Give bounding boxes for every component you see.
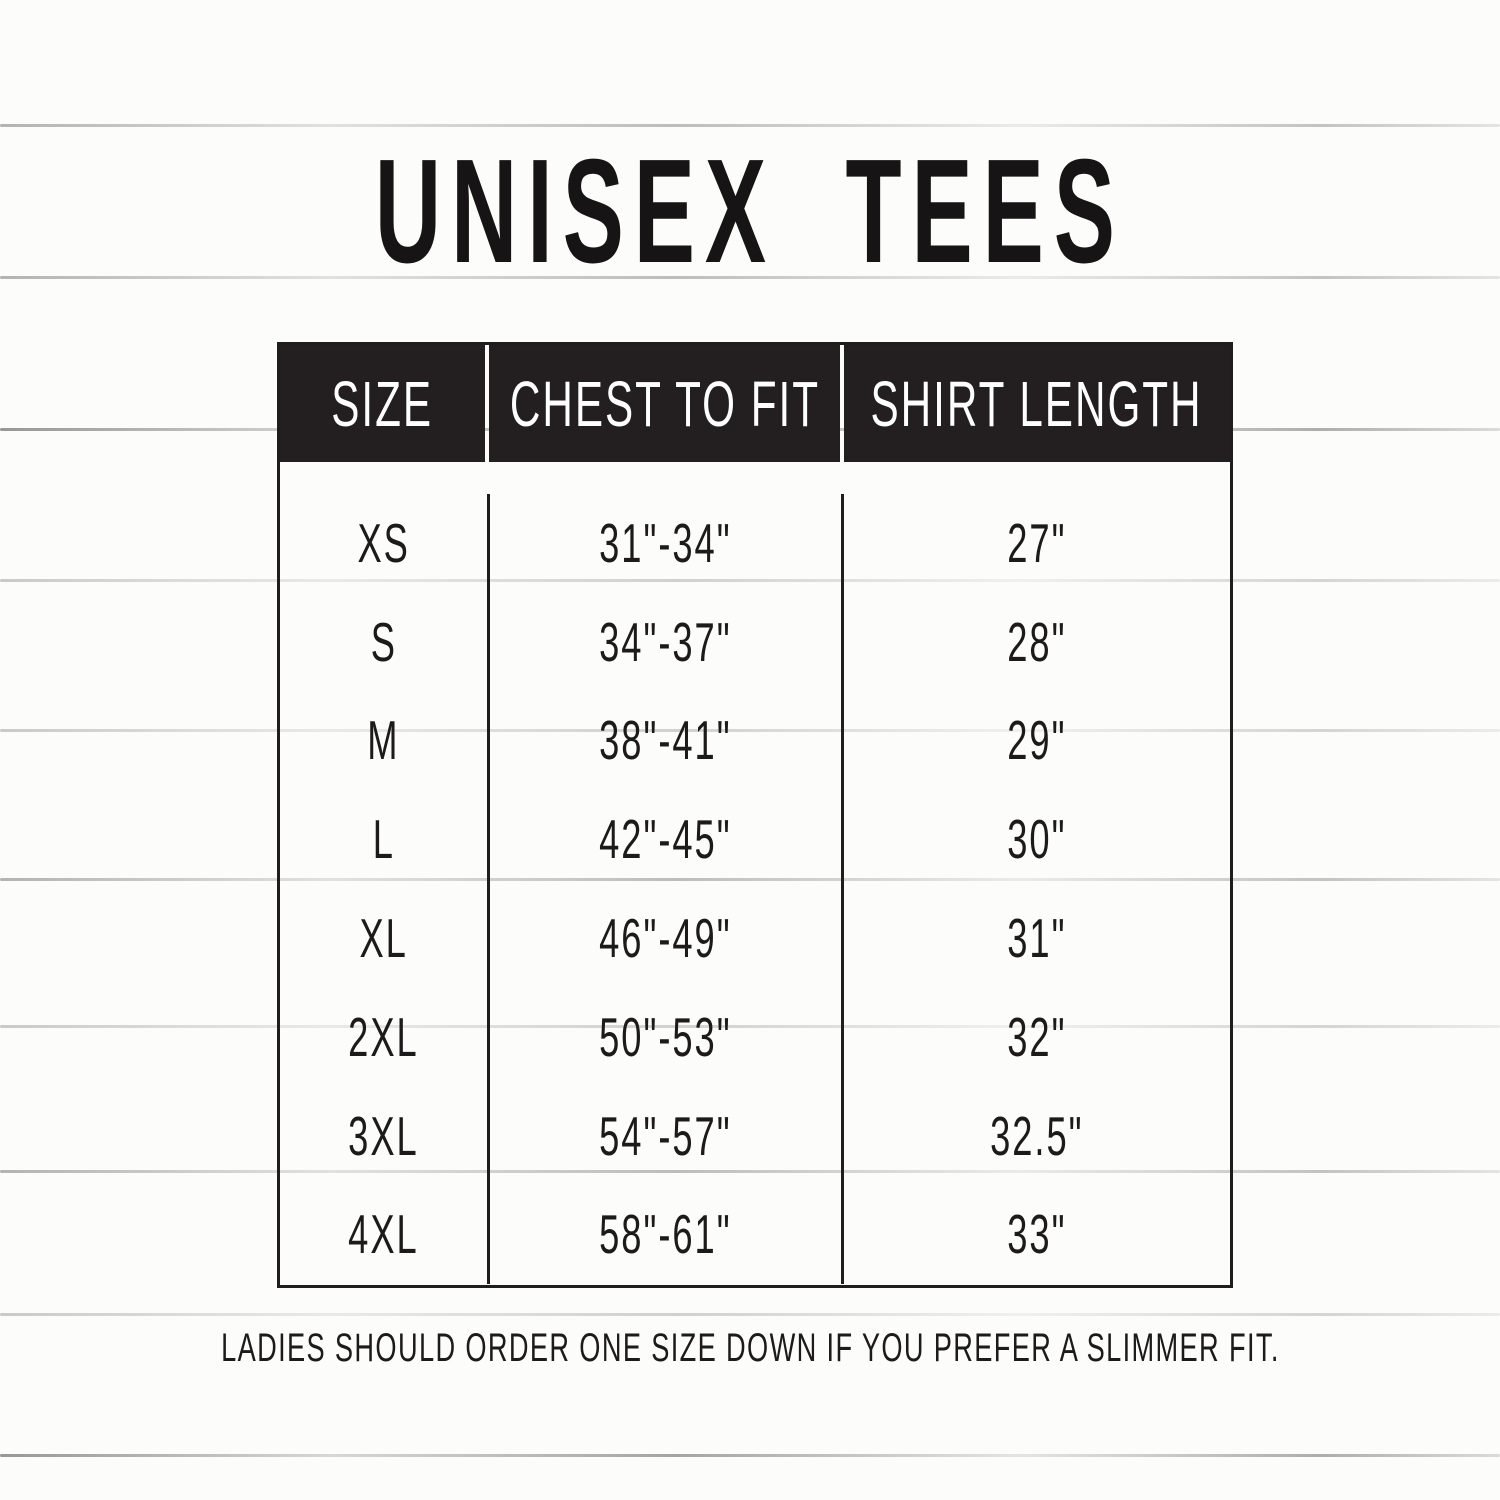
table-cell-chest: 50"-53" [487, 987, 844, 1087]
page-title: UNISEX TEES [0, 134, 1500, 290]
table-cell-size: XL [280, 889, 487, 988]
length-value: 27" [1007, 511, 1067, 574]
shiplap-line [0, 124, 1500, 127]
length-value: 29" [1007, 709, 1067, 772]
size-value: XL [359, 907, 408, 970]
size-value: M [367, 709, 400, 772]
table-body: XS 31"-34" 27" S 34"-37" 28" M 38"-41" 2… [280, 462, 1230, 1285]
size-value: 4XL [348, 1203, 419, 1266]
table-cell-size: 2XL [280, 988, 487, 1087]
chest-value: 54"-57" [599, 1104, 732, 1167]
fit-note: LADIES SHOULD ORDER ONE SIZE DOWN IF YOU… [0, 1320, 1500, 1376]
shiplap-line [0, 1025, 1500, 1028]
shiplap-line [0, 1313, 1500, 1316]
shiplap-line [0, 729, 1500, 732]
table-cell-size: M [280, 692, 487, 791]
header-label-size: SIZE [331, 367, 434, 440]
size-value: L [372, 808, 395, 871]
table-header-row: SIZE CHEST TO FIT SHIRT LENGTH [280, 345, 1230, 462]
shiplap-line [0, 1454, 1500, 1457]
length-value: 28" [1007, 610, 1067, 673]
table-cell-chest: 58"-61" [487, 1185, 844, 1285]
chest-value: 34"-37" [599, 610, 732, 673]
table-cell-length: 29" [844, 692, 1230, 791]
shiplap-line [0, 878, 1500, 881]
size-value: XS [357, 511, 410, 574]
header-cell-chest: CHEST TO FIT [489, 345, 840, 462]
length-value: 33" [1007, 1203, 1067, 1266]
chest-value: 38"-41" [599, 709, 732, 772]
table-cell-length: 28" [844, 593, 1230, 692]
table-cell-chest: 42"-45" [487, 790, 844, 890]
table-cell-length: 33" [844, 1186, 1230, 1285]
size-chart-table: SIZE CHEST TO FIT SHIRT LENGTH XS 31"-34… [277, 342, 1233, 1288]
chest-value: 50"-53" [599, 1005, 732, 1068]
length-value: 30" [1007, 808, 1067, 871]
size-value: 2XL [348, 1005, 419, 1068]
table-cell-size: L [280, 790, 487, 889]
table-cell-chest: 54"-57" [487, 1086, 844, 1186]
table-cell-length: 27" [844, 494, 1230, 593]
table-cell-chest: 38"-41" [487, 691, 844, 791]
header-label-chest: CHEST TO FIT [509, 367, 820, 440]
table-cell-size: 4XL [280, 1186, 487, 1285]
size-value: S [370, 610, 397, 673]
table-cell-length: 32" [844, 988, 1230, 1087]
header-label-length: SHIRT LENGTH [870, 367, 1204, 440]
chest-value: 42"-45" [599, 808, 732, 871]
length-value: 32.5" [990, 1104, 1084, 1167]
shiplap-line [0, 1170, 1500, 1173]
table-cell-length: 31" [844, 889, 1230, 988]
chest-value: 31"-34" [599, 511, 732, 574]
header-cell-size: SIZE [280, 345, 485, 462]
page-title-text: UNISEX TEES [374, 129, 1126, 294]
table-cell-size: S [280, 593, 487, 692]
chest-value: 58"-61" [599, 1203, 732, 1266]
length-value: 31" [1007, 907, 1067, 970]
fit-note-text: LADIES SHOULD ORDER ONE SIZE DOWN IF YOU… [220, 1326, 1280, 1370]
table-cell-size: 3XL [280, 1087, 487, 1186]
table-cell-size: XS [280, 494, 487, 593]
table-cell-chest: 31"-34" [487, 494, 844, 593]
length-value: 32" [1007, 1005, 1067, 1068]
shiplap-line [0, 579, 1500, 582]
table-cell-chest: 46"-49" [487, 889, 844, 988]
table-cell-length: 30" [844, 790, 1230, 889]
table-cell-length: 32.5" [844, 1087, 1230, 1186]
size-value: 3XL [348, 1104, 419, 1167]
table-cell-chest: 34"-37" [487, 592, 844, 692]
shiplap-line [0, 276, 1500, 279]
header-cell-length: SHIRT LENGTH [844, 345, 1230, 462]
chest-value: 46"-49" [599, 907, 732, 970]
